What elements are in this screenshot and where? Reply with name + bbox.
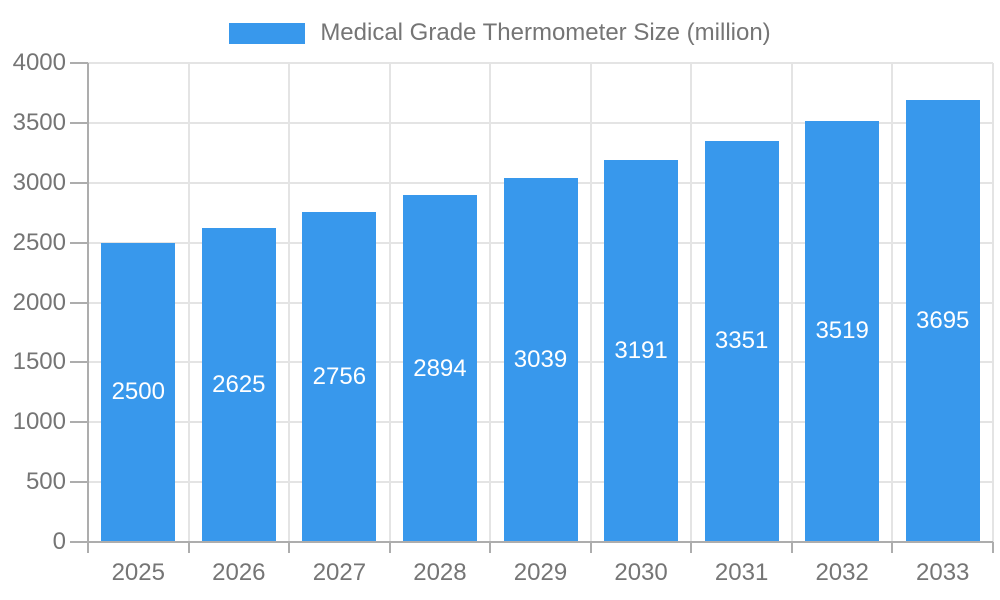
x-axis-tick: [489, 542, 492, 553]
bar-2028[interactable]: 2894: [402, 195, 477, 542]
y-axis-tick: [70, 301, 88, 304]
bar-value-label: 2500: [111, 378, 165, 406]
bar-2025[interactable]: 2500: [101, 242, 176, 542]
x-tick-label: 2033: [916, 559, 970, 586]
bar-2026[interactable]: 2625: [201, 227, 276, 542]
legend-item[interactable]: Medical Grade Thermometer Size (million): [229, 19, 771, 47]
x-tick-label: 2028: [413, 559, 467, 586]
bar-value-label: 3191: [614, 336, 668, 364]
x-axis-tick: [388, 542, 391, 553]
legend-label: Medical Grade Thermometer Size (million): [320, 19, 771, 46]
x-axis-tick: [992, 542, 994, 553]
v-gridline: [790, 63, 793, 542]
x-tick-label: 2031: [714, 559, 769, 586]
x-tick-label: 2026: [212, 559, 266, 586]
legend-color-swatch: [229, 22, 306, 44]
y-tick-label: 4000: [12, 49, 66, 76]
y-axis-line: [87, 63, 89, 542]
y-tick-label: 0: [52, 528, 66, 555]
bar-value-label: 3039: [513, 346, 568, 374]
y-tick-label: 2000: [12, 288, 66, 316]
v-gridline: [690, 63, 693, 542]
bar-value-label: 3351: [714, 327, 769, 355]
x-axis-tick: [288, 542, 291, 553]
bar-2029[interactable]: 3039: [503, 178, 578, 542]
x-tick-label: 2025: [111, 559, 165, 586]
y-tick-label: 1000: [12, 408, 66, 436]
bar-2033[interactable]: 3695: [905, 99, 980, 542]
x-axis-tick: [589, 542, 592, 553]
x-tick-label: 2029: [513, 559, 568, 586]
y-axis-tick: [70, 62, 88, 64]
x-tick-label: 2027: [312, 559, 367, 586]
y-axis-tick: [70, 361, 88, 364]
v-gridline: [187, 63, 190, 542]
bar-value-label: 2894: [413, 354, 467, 382]
x-tick-label: 2032: [815, 559, 869, 586]
bar-value-label: 3519: [815, 317, 869, 345]
y-tick-label: 2500: [12, 228, 66, 256]
y-axis-tick: [70, 241, 88, 244]
bar-2031[interactable]: 3351: [704, 140, 779, 542]
y-axis-tick: [70, 541, 88, 543]
x-axis-line: [88, 541, 993, 543]
chart-legend: Medical Grade Thermometer Size (million): [0, 19, 1000, 47]
x-axis-tick: [187, 542, 190, 553]
x-axis-tick: [690, 542, 693, 553]
h-gridline: [88, 62, 993, 64]
y-axis-tick: [70, 421, 88, 424]
y-axis-tick: [70, 181, 88, 184]
v-gridline: [288, 63, 291, 542]
v-gridline: [891, 63, 894, 542]
h-gridline: [88, 121, 993, 124]
y-axis-tick: [70, 481, 88, 484]
bar-value-label: 3695: [916, 306, 970, 334]
x-tick-label: 2030: [614, 559, 668, 586]
y-tick-label: 1500: [12, 348, 66, 376]
bar-value-label: 2625: [212, 370, 266, 398]
bar-2032[interactable]: 3519: [805, 120, 880, 542]
bar-2030[interactable]: 3191: [604, 159, 679, 542]
y-tick-label: 500: [25, 468, 66, 496]
bar-2027[interactable]: 2756: [302, 211, 377, 542]
v-gridline: [388, 63, 391, 542]
x-axis-tick: [790, 542, 793, 553]
y-tick-label: 3500: [12, 108, 66, 136]
v-gridline: [489, 63, 492, 542]
v-gridline: [589, 63, 592, 542]
y-tick-label: 3000: [12, 168, 66, 196]
x-axis-tick: [891, 542, 894, 553]
x-axis-tick: [87, 542, 89, 553]
v-gridline: [992, 63, 994, 542]
bar-value-label: 2756: [312, 362, 367, 390]
y-axis-tick: [70, 121, 88, 124]
